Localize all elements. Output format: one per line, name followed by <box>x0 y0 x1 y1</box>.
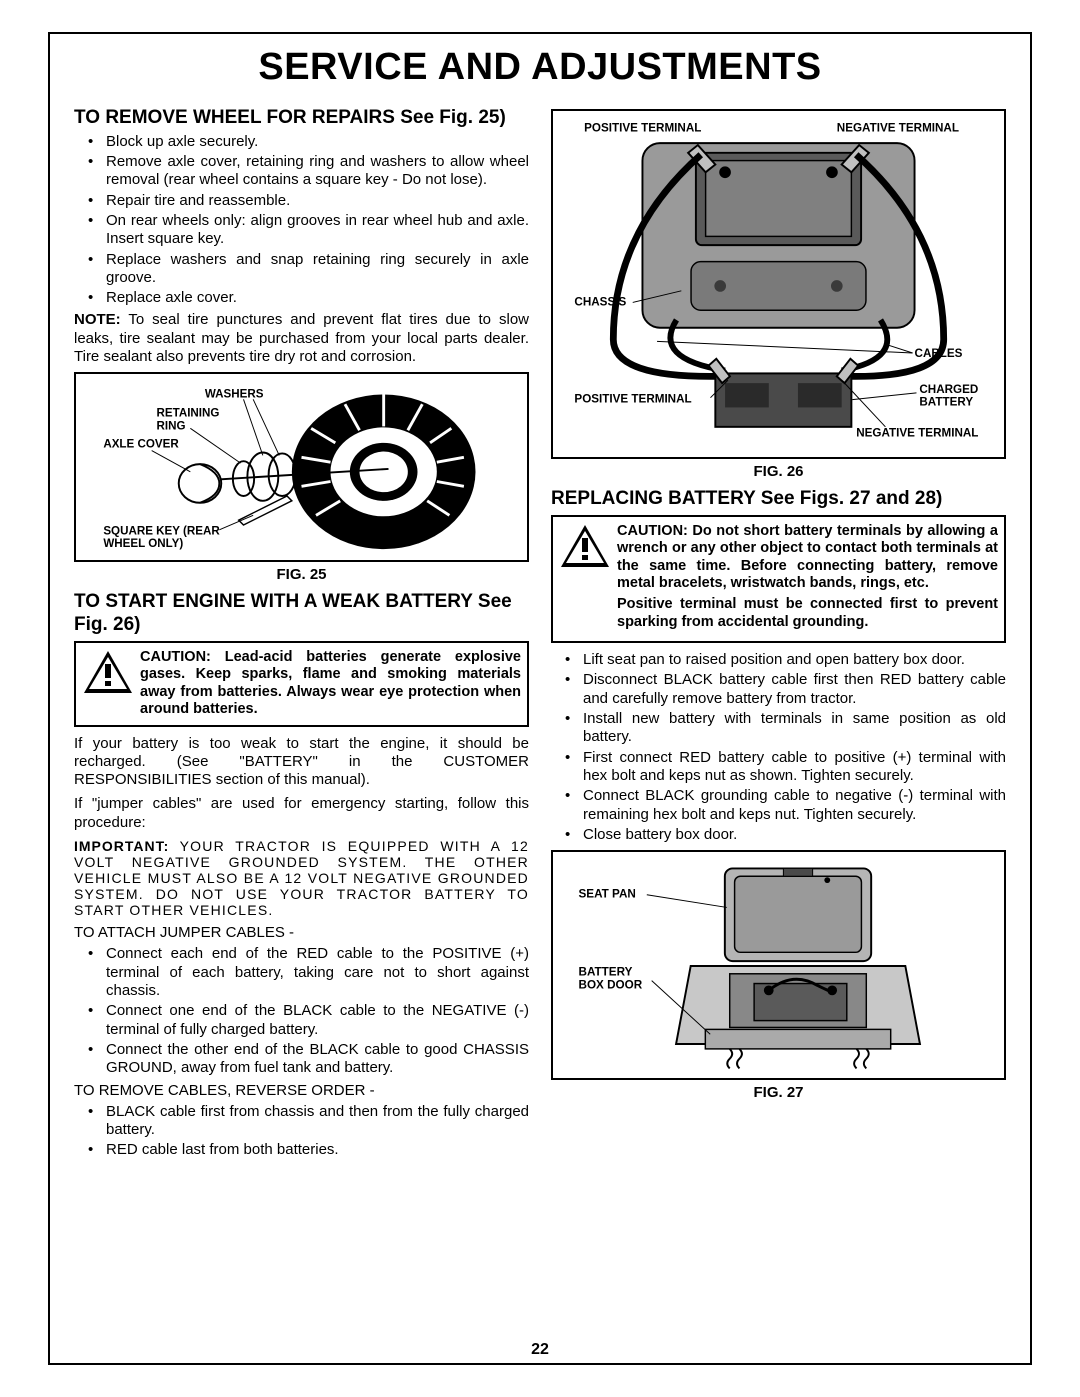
para-jumper: If "jumper cables" are used for emergenc… <box>74 795 529 832</box>
svg-text:POSITIVE TERMINAL: POSITIVE TERMINAL <box>574 393 691 406</box>
right-column: POSITIVE TERMINAL NEGATIVE TERMINAL <box>551 103 1006 1163</box>
list-item: Repair tire and reassemble. <box>74 192 529 210</box>
figure-25-svg: WASHERS RETAINING RING AXLE COVER SQUARE… <box>82 380 521 554</box>
caution-replace-battery: CAUTION: Do not short battery terminals … <box>551 515 1006 643</box>
svg-text:SQUARE KEY (REAR: SQUARE KEY (REAR <box>103 525 220 538</box>
page-number: 22 <box>50 1341 1030 1359</box>
para-important: IMPORTANT: YOUR TRACTOR IS EQUIPPED WITH… <box>74 838 529 918</box>
figure-26-svg: POSITIVE TERMINAL NEGATIVE TERMINAL <box>555 113 1002 455</box>
caution-text: CAUTION: Lead-acid batteries generate ex… <box>140 649 521 719</box>
svg-text:CHARGED: CHARGED <box>919 383 978 396</box>
list-item: Replace washers and snap retaining ring … <box>74 251 529 288</box>
remove-cables-steps: BLACK cable first from chassis and then … <box>74 1103 529 1160</box>
list-item: Replace axle cover. <box>74 289 529 307</box>
list-item: BLACK cable first from chassis and then … <box>74 1103 529 1140</box>
remove-wheel-steps: Block up axle securely. Remove axle cove… <box>74 133 529 308</box>
caution-p1: CAUTION: Do not short battery terminals … <box>617 523 998 593</box>
list-item: Remove axle cover, retaining ring and wa… <box>74 153 529 190</box>
svg-text:SEAT PAN: SEAT PAN <box>579 888 636 901</box>
list-item: Lift seat pan to raised position and ope… <box>551 651 1006 669</box>
svg-text:RETAINING: RETAINING <box>157 407 220 420</box>
svg-text:POSITIVE TERMINAL: POSITIVE TERMINAL <box>584 121 701 134</box>
fig25-caption: FIG. 25 <box>74 566 529 583</box>
heading-weak-battery: TO START ENGINE WITH A WEAK BATTERY See … <box>74 591 529 637</box>
important-lead: IMPORTANT: <box>74 838 169 854</box>
figure-26-box: POSITIVE TERMINAL NEGATIVE TERMINAL <box>551 109 1006 459</box>
list-item: On rear wheels only: align grooves in re… <box>74 212 529 249</box>
page-title: SERVICE AND ADJUSTMENTS <box>74 46 1006 89</box>
note-lead: NOTE: <box>74 311 121 328</box>
svg-text:BATTERY: BATTERY <box>919 395 973 408</box>
warning-icon <box>82 649 134 695</box>
warning-icon <box>559 523 611 569</box>
label-axle-cover: AXLE COVER <box>103 438 179 451</box>
list-item: Connect the other end of the BLACK cable… <box>74 1041 529 1078</box>
caution-p2: Positive terminal must be connected firs… <box>617 596 998 631</box>
list-item: Connect one end of the BLACK cable to th… <box>74 1002 529 1039</box>
list-item: Block up axle securely. <box>74 133 529 151</box>
note-tire-sealant: NOTE: To seal tire punctures and prevent… <box>74 311 529 366</box>
svg-text:BATTERY: BATTERY <box>579 966 633 979</box>
list-item: Install new battery with terminals in sa… <box>551 710 1006 747</box>
svg-text:WHEEL ONLY): WHEEL ONLY) <box>103 538 183 551</box>
replace-battery-steps: Lift seat pan to raised position and ope… <box>551 651 1006 844</box>
svg-text:RING: RING <box>157 420 186 433</box>
heading-remove-wheel: TO REMOVE WHEEL FOR REPAIRS See Fig. 25) <box>74 107 529 130</box>
sub-attach-cables: TO ATTACH JUMPER CABLES - <box>74 924 529 941</box>
fig27-caption: FIG. 27 <box>551 1084 1006 1101</box>
left-column: TO REMOVE WHEEL FOR REPAIRS See Fig. 25)… <box>74 103 529 1163</box>
caution-text: CAUTION: Do not short battery terminals … <box>617 523 998 635</box>
svg-text:NEGATIVE TERMINAL: NEGATIVE TERMINAL <box>837 121 959 134</box>
para-recharge: If your battery is too weak to start the… <box>74 735 529 790</box>
attach-cables-steps: Connect each end of the RED cable to the… <box>74 945 529 1077</box>
figure-25-box: WASHERS RETAINING RING AXLE COVER SQUARE… <box>74 372 529 562</box>
fig26-caption: FIG. 26 <box>551 463 1006 480</box>
list-item: RED cable last from both batteries. <box>74 1141 529 1159</box>
figure-27-box: SEAT PAN BATTERY BOX DOOR <box>551 850 1006 1080</box>
list-item: Connect each end of the RED cable to the… <box>74 945 529 1000</box>
list-item: Disconnect BLACK battery cable first the… <box>551 671 1006 708</box>
caution-battery-gases: CAUTION: Lead-acid batteries generate ex… <box>74 641 529 727</box>
figure-27-svg: SEAT PAN BATTERY BOX DOOR <box>559 858 998 1072</box>
label-washers: WASHERS <box>205 388 264 401</box>
heading-replacing-battery: REPLACING BATTERY See Figs. 27 and 28) <box>551 488 1006 511</box>
sub-remove-cables: TO REMOVE CABLES, REVERSE ORDER - <box>74 1082 529 1099</box>
note-body: To seal tire punctures and prevent flat … <box>74 311 529 365</box>
svg-text:NEGATIVE TERMINAL: NEGATIVE TERMINAL <box>856 427 978 440</box>
list-item: Close battery box door. <box>551 826 1006 844</box>
list-item: Connect BLACK grounding cable to negativ… <box>551 787 1006 824</box>
list-item: First connect RED battery cable to posit… <box>551 749 1006 786</box>
svg-text:CABLES: CABLES <box>915 347 963 360</box>
svg-text:BOX DOOR: BOX DOOR <box>579 979 643 992</box>
